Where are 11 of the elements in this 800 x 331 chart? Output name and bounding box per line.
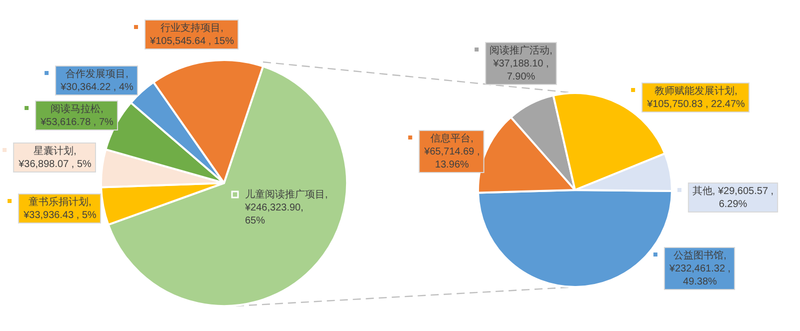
legend-label: 公益图书馆, ¥232,461.32 , 49.38%: [668, 250, 731, 288]
legend-label: 信息平台, ¥65,714.69 , 13.96%: [423, 132, 480, 170]
legend-label: 阅读推广活动, ¥37,188.10 , 7.90%: [490, 44, 552, 82]
legend-label: 其他, ¥29,605.57 , 6.29%: [692, 185, 774, 210]
legend-label: 儿童阅读推广项目, ¥246,323.90, 65%: [244, 188, 328, 226]
legend-label: 行业支持项目, ¥105,545.64 , 15%: [149, 22, 234, 47]
legend-label: 教师赋能发展计划, ¥105,750.83 , 22.47%: [646, 85, 746, 110]
legend-label: 合作发展项目, ¥30,364.22 , 4%: [60, 68, 134, 93]
legend-label: 童书乐捐计划, ¥33,936.43 , 5%: [22, 196, 97, 221]
legend-label: 阅读马拉松, ¥53,616.78 , 7%: [40, 103, 114, 128]
slice-label: 星囊计划, ¥36,898.07 , 5%: [18, 145, 92, 170]
